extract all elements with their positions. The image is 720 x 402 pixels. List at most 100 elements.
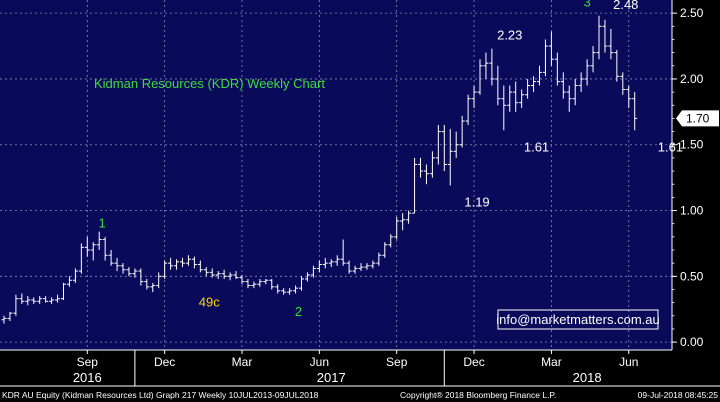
- ohlc-bar-96: [572, 78, 578, 106]
- footer-left: KDR AU Equity (Kidman Resources Ltd) Gra…: [2, 390, 319, 400]
- ohlc-bar-41: [245, 278, 251, 289]
- ohlc-bar-83: [495, 65, 501, 106]
- annotation-5: 1.19: [464, 195, 489, 210]
- ohlc-bar-101: [602, 19, 608, 53]
- watermark-text: info@marketmatters.com.au: [496, 312, 659, 327]
- annotations-layer: 1 49c 2 2.23 1.61 1.19 3 2.48 1.61: [99, 0, 683, 319]
- ohlc-bar-21: [126, 267, 132, 277]
- ohlc-bar-88: [525, 78, 531, 99]
- ohlc-bar-100: [596, 15, 602, 60]
- ohlc-bar-71: [423, 164, 429, 185]
- ohlc-bar-60: [358, 263, 364, 272]
- last-price-tag: [676, 110, 719, 127]
- ohlc-bar-0: [1, 315, 7, 324]
- footer: KDR AU Equity (Kidman Resources Ltd) Gra…: [2, 390, 718, 400]
- ohlc-bar-55: [328, 259, 334, 268]
- ohlc-bar-73: [435, 125, 441, 165]
- ohlc-bar-45: [269, 278, 275, 290]
- ohlc-bar-86: [513, 81, 519, 112]
- ohlc-bar-23: [138, 268, 144, 286]
- x-tick-label-5: Dec: [463, 355, 484, 369]
- ohlc-bar-64: [382, 242, 388, 258]
- ohlc-bar-81: [483, 52, 489, 79]
- ohlc-bar-5: [31, 297, 37, 304]
- ohlc-bar-28: [168, 257, 174, 270]
- ohlc-bar-52: [310, 265, 316, 278]
- ohlc-bar-56: [334, 255, 340, 266]
- x-tick-label-4: Sep: [386, 355, 408, 369]
- annotation-7: 2.48: [613, 0, 638, 12]
- ohlc-bar-79: [471, 85, 477, 108]
- x-tick-label-0: Sep: [77, 355, 99, 369]
- y-tick-label-4: 2.00: [680, 72, 704, 86]
- ohlc-bar-63: [376, 252, 382, 266]
- ohlc-bar-82: [489, 48, 495, 86]
- ohlc-bar-26: [156, 272, 162, 289]
- year-label-2: 2018: [573, 370, 602, 385]
- ohlc-bar-3: [19, 293, 25, 304]
- ohlc-bar-66: [394, 217, 400, 240]
- x-axis: Sep Dec Mar Jun Sep Dec Mar Jun 2016 2017 2018: [0, 349, 720, 387]
- ohlc-bar-104: [620, 72, 626, 95]
- footer-middle: Copyright® 2018 Bloomberg Finance L.P.: [400, 390, 556, 400]
- ohlc-bar-91: [542, 39, 548, 77]
- ohlc-bar-37: [221, 269, 227, 279]
- ohlc-bar-19: [114, 257, 120, 272]
- ohlc-bar-48: [287, 288, 293, 295]
- bars-layer: [1, 15, 638, 324]
- ohlc-bar-22: [132, 268, 138, 278]
- ohlc-bar-6: [37, 296, 43, 304]
- annotation-4: 1.61: [524, 139, 549, 154]
- y-tick-label-0: 0.00: [680, 335, 704, 349]
- ohlc-bar-85: [507, 85, 513, 112]
- year-label-0: 2016: [73, 370, 102, 385]
- footer-right: 09-Jul-2018 08:45:25: [638, 390, 719, 400]
- watermark-box: info@marketmatters.com.au: [496, 309, 660, 330]
- y-tick-label-1: 0.50: [680, 269, 704, 283]
- ohlc-bar-92: [548, 31, 554, 66]
- ohlc-bar-38: [227, 272, 233, 281]
- ohlc-bar-84: [501, 85, 507, 131]
- last-price-marker: 1.70: [676, 110, 719, 127]
- ohlc-bar-27: [162, 260, 168, 279]
- annotation-3: 2.23: [497, 27, 522, 42]
- ohlc-bar-14: [84, 236, 90, 257]
- ohlc-bar-80: [477, 59, 483, 95]
- ohlc-bar-54: [322, 257, 328, 269]
- ohlc-bar-65: [388, 234, 394, 248]
- ohlc-bar-90: [537, 65, 542, 86]
- ohlc-bar-44: [263, 278, 269, 285]
- last-price-label: 1.70: [686, 111, 710, 125]
- ohlc-bar-35: [209, 268, 215, 278]
- ohlc-bar-29: [174, 259, 180, 270]
- ohlc-bar-43: [257, 278, 263, 287]
- ohlc-bar-12: [72, 268, 78, 283]
- annotation-6: 3: [583, 0, 590, 10]
- ohlc-bar-61: [364, 263, 370, 270]
- ohlc-bar-94: [560, 72, 566, 99]
- ohlc-bar-69: [412, 157, 418, 214]
- ohlc-bar-40: [239, 275, 245, 285]
- y-tick-label-2: 1.00: [680, 204, 704, 218]
- ohlc-bar-50: [299, 276, 304, 291]
- annotation-8: 1.61: [658, 139, 683, 154]
- ohlc-bar-30: [180, 257, 185, 268]
- ohlc-bar-58: [346, 260, 352, 274]
- ohlc-bar-34: [203, 267, 209, 277]
- ohlc-bar-70: [418, 157, 423, 178]
- ohlc-bar-31: [185, 255, 191, 266]
- ohlc-bar-39: [233, 271, 239, 279]
- ohlc-bar-76: [453, 131, 459, 158]
- ohlc-bar-78: [465, 94, 471, 125]
- annotation-0: 1: [99, 216, 106, 231]
- ohlc-bar-42: [251, 281, 257, 289]
- ohlc-bar-4: [25, 296, 31, 306]
- ohlc-bar-98: [584, 59, 590, 86]
- ohlc-bar-59: [352, 265, 358, 274]
- ohlc-bar-75: [447, 128, 453, 186]
- y-tick-label-3: 1.50: [680, 138, 704, 152]
- ohlc-bar-62: [370, 260, 376, 269]
- ohlc-bar-7: [43, 296, 49, 303]
